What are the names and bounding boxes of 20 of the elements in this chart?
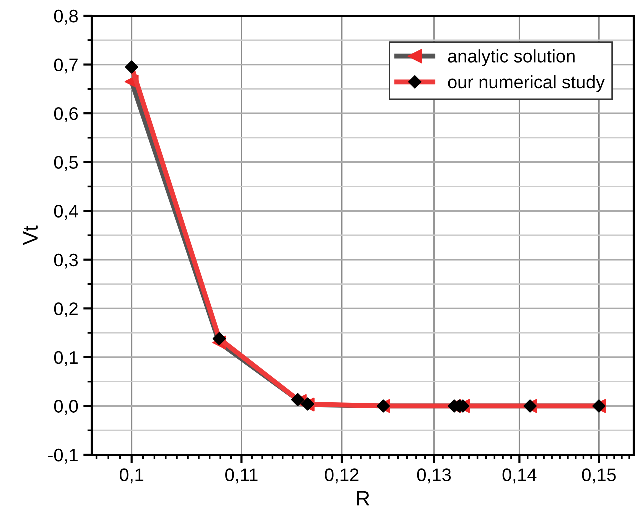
- y-tick-label: 0,5: [54, 156, 78, 172]
- y-tick-label: -0,1: [48, 448, 78, 464]
- y-tick-label: 0,0: [54, 400, 78, 416]
- y-tick-label: 0,7: [54, 58, 78, 74]
- x-tick-label: 0,1: [120, 468, 144, 484]
- y-tick-label: 0,1: [54, 351, 78, 366]
- y-axis-title: Vt: [23, 226, 38, 246]
- legend-label: our numerical study: [448, 75, 606, 92]
- legend-label: analytic solution: [448, 50, 575, 66]
- x-axis-title: R: [357, 491, 370, 506]
- x-tick-label: 0,15: [582, 468, 616, 484]
- y-tick-label: 0,6: [54, 107, 78, 122]
- y-tick-label: 0,3: [54, 254, 78, 269]
- x-tick-label: 0,11: [226, 468, 258, 484]
- y-tick-label: 0,4: [54, 205, 78, 220]
- x-tick-label: 0,13: [417, 468, 452, 484]
- x-tick-label: 0,12: [325, 468, 359, 484]
- x-tick-label: 0,14: [502, 468, 537, 484]
- y-tick-label: 0,8: [54, 10, 78, 25]
- y-tick-label: 0,2: [54, 302, 78, 318]
